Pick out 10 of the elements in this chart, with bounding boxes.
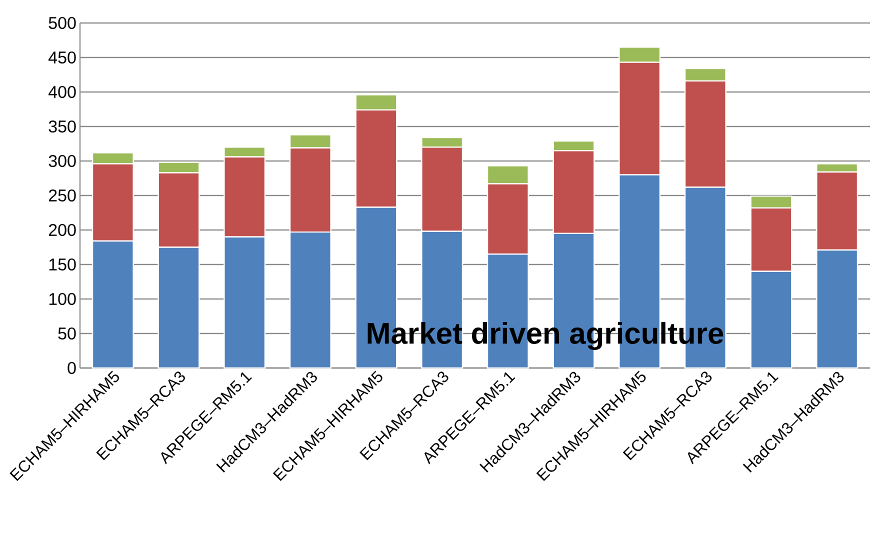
- y-tick-label: 200: [48, 224, 76, 236]
- y-tick-label: 50: [58, 327, 76, 340]
- y-tick-label: 300: [48, 154, 76, 168]
- y-tick-label: 250: [48, 189, 76, 202]
- y-tick-label: 450: [48, 51, 76, 64]
- y-tick-label: 400: [48, 86, 76, 98]
- y-tick-label: 100: [49, 292, 76, 306]
- y-tick-label: 500: [48, 16, 76, 30]
- y-tick-label: 350: [48, 120, 76, 133]
- y-tick-label: 150: [49, 258, 76, 271]
